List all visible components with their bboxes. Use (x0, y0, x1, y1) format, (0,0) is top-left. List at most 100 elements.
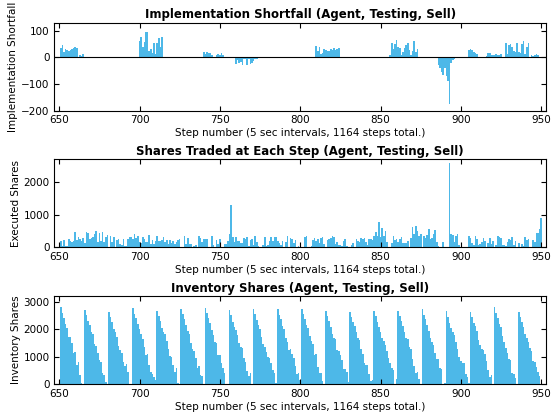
Bar (290, 238, 291, 247)
Bar (441, 369, 442, 384)
Bar (428, 229, 430, 247)
Bar (99, 233, 100, 247)
Bar (335, 50, 337, 57)
Bar (67, 246, 68, 247)
Bar (529, 348, 531, 384)
Bar (141, 333, 142, 384)
Bar (108, 312, 110, 384)
Bar (150, 372, 152, 384)
Bar (246, 371, 248, 384)
Bar (100, 362, 102, 384)
Bar (143, 239, 145, 247)
Bar (246, 57, 248, 65)
Bar (158, 38, 160, 57)
Bar (121, 353, 123, 384)
Bar (320, 238, 322, 247)
Bar (240, 57, 241, 62)
Bar (513, 374, 515, 384)
Bar (531, 55, 533, 57)
Bar (258, 325, 259, 384)
Bar (320, 54, 322, 57)
Bar (132, 239, 134, 247)
Bar (417, 372, 418, 384)
Bar (539, 376, 540, 384)
Bar (230, 315, 232, 384)
Bar (413, 366, 415, 384)
Bar (80, 239, 81, 247)
Bar (398, 242, 399, 247)
Bar (418, 236, 420, 247)
Bar (270, 363, 272, 384)
Bar (132, 308, 134, 384)
Bar (71, 343, 73, 384)
Bar (315, 241, 317, 247)
Bar (494, 307, 496, 384)
Bar (269, 241, 270, 247)
Bar (491, 55, 492, 57)
Bar (370, 239, 372, 247)
Bar (526, 239, 528, 247)
Bar (322, 381, 324, 384)
Bar (92, 237, 94, 247)
Bar (528, 342, 529, 384)
Bar (87, 233, 89, 247)
Bar (333, 237, 335, 247)
Bar (407, 43, 409, 57)
Bar (332, 334, 333, 384)
Bar (291, 239, 293, 247)
Bar (510, 360, 511, 384)
Bar (486, 56, 487, 57)
Bar (466, 377, 468, 384)
Bar (409, 50, 410, 57)
Bar (295, 240, 296, 247)
Bar (150, 244, 152, 247)
Bar (365, 365, 367, 384)
Bar (106, 235, 108, 247)
Bar (261, 337, 263, 384)
Bar (481, 242, 483, 247)
Bar (352, 322, 354, 384)
Bar (473, 323, 474, 384)
Title: Implementation Shortfall (Agent, Testing, Sell): Implementation Shortfall (Agent, Testing… (144, 8, 456, 21)
Bar (180, 309, 182, 384)
Bar (362, 239, 363, 247)
Bar (160, 47, 161, 57)
Bar (431, 342, 433, 384)
Bar (141, 243, 142, 247)
Bar (455, 236, 457, 247)
Bar (435, 230, 436, 247)
Bar (126, 364, 128, 384)
Bar (343, 241, 344, 247)
Bar (484, 354, 486, 384)
Bar (417, 231, 418, 247)
Bar (296, 374, 298, 384)
Bar (437, 246, 439, 247)
Bar (333, 47, 335, 57)
Bar (472, 243, 473, 247)
Bar (158, 241, 160, 247)
Bar (208, 53, 209, 57)
Bar (372, 380, 374, 384)
Bar (442, 242, 444, 247)
Bar (459, 245, 460, 247)
Bar (400, 55, 402, 57)
Bar (498, 55, 500, 57)
Bar (139, 41, 141, 57)
Bar (393, 236, 394, 247)
Bar (472, 50, 473, 57)
Bar (193, 246, 195, 247)
Bar (524, 55, 526, 57)
Bar (415, 373, 417, 384)
Bar (119, 244, 121, 247)
Bar (285, 338, 287, 384)
Bar (535, 233, 537, 247)
Bar (385, 344, 386, 384)
Bar (155, 380, 156, 384)
Bar (139, 329, 141, 384)
Bar (253, 245, 254, 247)
Bar (405, 338, 407, 384)
Bar (511, 237, 513, 247)
Bar (497, 55, 498, 57)
Bar (528, 42, 529, 57)
Bar (235, 57, 237, 64)
